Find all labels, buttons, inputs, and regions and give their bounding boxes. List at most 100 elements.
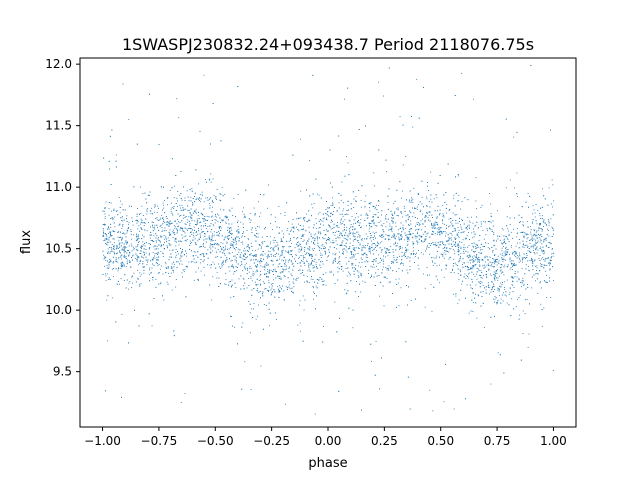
scatter-point bbox=[538, 233, 539, 235]
scatter-point bbox=[532, 269, 534, 270]
scatter-point bbox=[308, 238, 310, 240]
scatter-point bbox=[434, 223, 436, 225]
scatter-point bbox=[375, 214, 377, 216]
scatter-point bbox=[476, 278, 478, 280]
scatter-point bbox=[318, 194, 320, 196]
scatter-point bbox=[269, 236, 271, 238]
scatter-point bbox=[138, 264, 139, 266]
scatter-point bbox=[293, 286, 295, 288]
scatter-point bbox=[353, 223, 354, 225]
scatter-point bbox=[398, 215, 399, 217]
scatter-point bbox=[339, 263, 341, 265]
scatter-point bbox=[353, 256, 355, 258]
scatter-point bbox=[491, 262, 493, 264]
scatter-point bbox=[293, 226, 295, 228]
scatter-point bbox=[476, 247, 478, 249]
scatter-point bbox=[407, 237, 409, 239]
scatter-point bbox=[512, 277, 514, 279]
scatter-point bbox=[393, 259, 395, 261]
scatter-point bbox=[548, 235, 550, 237]
scatter-point bbox=[487, 256, 488, 258]
scatter-point bbox=[373, 259, 374, 261]
scatter-point bbox=[516, 232, 518, 234]
scatter-point bbox=[532, 260, 534, 262]
scatter-point bbox=[396, 306, 397, 308]
scatter-point bbox=[427, 217, 429, 219]
scatter-point bbox=[490, 212, 492, 214]
scatter-point bbox=[348, 174, 350, 176]
scatter-point bbox=[285, 403, 286, 405]
scatter-point bbox=[345, 213, 347, 215]
scatter-point bbox=[181, 251, 183, 253]
scatter-point bbox=[363, 252, 365, 254]
scatter-point bbox=[493, 231, 495, 233]
scatter-point bbox=[241, 235, 243, 237]
scatter-point bbox=[400, 246, 401, 248]
scatter-point bbox=[523, 283, 525, 285]
scatter-point bbox=[475, 247, 477, 249]
scatter-point bbox=[433, 225, 435, 227]
scatter-point bbox=[162, 273, 164, 275]
scatter-point bbox=[530, 229, 532, 230]
scatter-point bbox=[418, 222, 419, 224]
scatter-point bbox=[105, 275, 107, 277]
scatter-point bbox=[183, 254, 185, 256]
scatter-point bbox=[359, 235, 361, 237]
scatter-point bbox=[503, 274, 505, 276]
scatter-point bbox=[324, 253, 326, 255]
scatter-point bbox=[157, 259, 159, 261]
scatter-point bbox=[416, 78, 418, 80]
scatter-point bbox=[398, 305, 400, 307]
scatter-point bbox=[246, 267, 248, 269]
scatter-point bbox=[220, 256, 222, 258]
scatter-point bbox=[146, 213, 148, 215]
scatter-point bbox=[417, 231, 418, 233]
scatter-point bbox=[274, 240, 276, 241]
scatter-point bbox=[138, 225, 140, 227]
scatter-point bbox=[140, 247, 142, 248]
scatter-point bbox=[505, 246, 507, 248]
scatter-point bbox=[409, 210, 410, 212]
scatter-point bbox=[431, 224, 432, 225]
scatter-point bbox=[315, 254, 317, 256]
scatter-point bbox=[167, 283, 169, 285]
scatter-point bbox=[535, 247, 537, 249]
scatter-point bbox=[267, 276, 269, 278]
scatter-point bbox=[324, 238, 326, 239]
scatter-point bbox=[436, 228, 438, 230]
scatter-point bbox=[291, 264, 293, 265]
scatter-point bbox=[454, 229, 456, 231]
scatter-point bbox=[114, 253, 116, 255]
scatter-point bbox=[201, 191, 203, 193]
scatter-point bbox=[542, 221, 544, 223]
scatter-point bbox=[122, 261, 123, 263]
scatter-point bbox=[404, 254, 406, 256]
scatter-point bbox=[284, 276, 286, 277]
scatter-point bbox=[543, 259, 545, 260]
scatter-point bbox=[283, 233, 285, 235]
scatter-point bbox=[196, 224, 197, 226]
scatter-point bbox=[492, 262, 494, 263]
scatter-point bbox=[283, 269, 284, 271]
scatter-point bbox=[475, 224, 477, 226]
scatter-point bbox=[526, 233, 528, 235]
scatter-point bbox=[164, 222, 166, 223]
scatter-point bbox=[165, 239, 167, 241]
scatter-point bbox=[206, 215, 208, 217]
scatter-point bbox=[118, 283, 120, 285]
scatter-point bbox=[544, 238, 546, 240]
scatter-point bbox=[126, 221, 128, 222]
scatter-point bbox=[439, 244, 441, 246]
scatter-point bbox=[216, 216, 218, 218]
scatter-point bbox=[436, 197, 438, 199]
scatter-point bbox=[321, 281, 323, 283]
scatter-point bbox=[259, 261, 261, 262]
scatter-point bbox=[117, 232, 119, 233]
scatter-point bbox=[340, 223, 342, 225]
scatter-point bbox=[151, 267, 153, 269]
scatter-point bbox=[176, 197, 178, 199]
scatter-point bbox=[146, 259, 148, 261]
scatter-point bbox=[352, 267, 353, 269]
scatter-point bbox=[316, 279, 318, 280]
